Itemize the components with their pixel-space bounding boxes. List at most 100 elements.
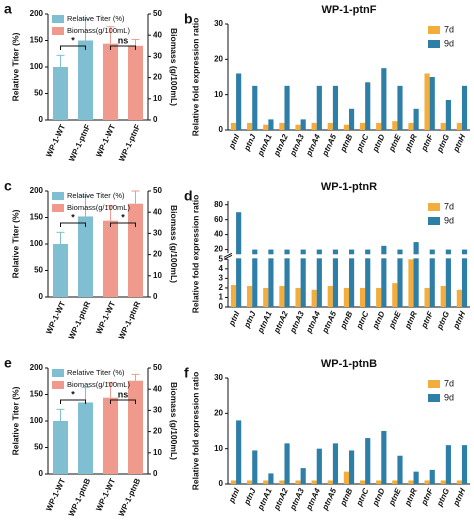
bar <box>424 480 430 484</box>
y2-axis-label: Biomass (g/100mL) <box>169 382 179 460</box>
bar <box>252 249 258 307</box>
bar <box>128 380 143 474</box>
bar <box>53 244 68 297</box>
significance-label: * <box>121 212 125 222</box>
legend-label: Relative Titer (%) <box>67 191 125 200</box>
bar <box>327 480 333 484</box>
bar <box>343 287 349 307</box>
significance-bracket <box>60 222 86 227</box>
legend-swatch <box>52 27 64 35</box>
bar <box>359 122 366 130</box>
bar <box>408 122 414 130</box>
legend-swatch <box>428 40 440 48</box>
significance-bracket <box>60 45 86 50</box>
x-tick-label: ptnH <box>451 133 467 154</box>
bar <box>392 283 398 307</box>
chart-title: WP-1-ptnF <box>322 4 377 16</box>
bar <box>365 438 371 484</box>
bar <box>78 402 93 474</box>
x-tick-label: WP-1-ptnB <box>67 477 93 518</box>
bar <box>252 85 258 130</box>
bar <box>53 421 68 474</box>
bar <box>392 480 398 484</box>
y2-tick-label: 50 <box>153 9 162 18</box>
bar <box>311 289 317 307</box>
y2-tick-label: 30 <box>153 52 162 61</box>
x-tick-label: ptnB <box>338 310 354 331</box>
significance-label: * <box>71 212 75 222</box>
x-tick-label: ptnA3 <box>288 132 306 158</box>
panel-label: a <box>4 1 12 17</box>
x-tick-label: ptnA5 <box>320 309 338 335</box>
y-tick-label: 100 <box>30 416 44 425</box>
bar <box>429 249 435 307</box>
bar <box>78 216 93 297</box>
bar <box>279 480 285 484</box>
x-tick-label: ptnA4 <box>304 309 322 335</box>
y-tick-label: 50 <box>34 443 43 452</box>
bar <box>445 445 451 484</box>
axis-break <box>229 254 471 259</box>
legend-swatch <box>52 204 64 212</box>
x-tick-label: ptnF <box>419 132 435 153</box>
bar <box>343 124 349 130</box>
bar <box>311 122 317 130</box>
y2-tick-label: 50 <box>153 363 162 372</box>
x-tick-label: ptnG <box>435 487 451 509</box>
bar <box>103 43 118 120</box>
bar <box>247 286 253 307</box>
y-axis-label: Relative Titer (%) <box>10 386 20 455</box>
bar <box>103 397 118 474</box>
bar <box>230 285 237 307</box>
x-tick-label: WP-1-ptnB <box>117 477 143 518</box>
x-tick-label: ptnD <box>370 310 386 331</box>
x-tick-label: ptnD <box>370 133 386 154</box>
bar <box>295 480 301 484</box>
x-tick-label: WP-1-WT <box>44 300 67 336</box>
legend-swatch <box>428 203 440 211</box>
legend-label: 9d <box>444 38 454 48</box>
y2-tick-label: 10 <box>153 94 162 103</box>
y-tick-label: 50 <box>34 266 43 275</box>
y-tick-label: 5 <box>219 254 224 263</box>
bar <box>300 119 306 130</box>
y2-tick-label: 30 <box>153 229 162 238</box>
significance-label: ns <box>118 389 129 399</box>
y2-axis-label: Biomass (g/100mL) <box>169 28 179 106</box>
y-tick-label: 2 <box>219 283 224 292</box>
bar <box>456 122 462 130</box>
bar <box>376 480 382 484</box>
x-tick-label: ptnA3 <box>288 309 306 335</box>
x-tick-label: ptnG <box>435 310 451 332</box>
bar <box>53 67 68 120</box>
bar <box>381 245 387 307</box>
bar <box>343 471 349 484</box>
y-tick-label: 200 <box>30 9 44 18</box>
y-tick-label: 4 <box>219 264 224 273</box>
x-tick-label: ptnA2 <box>272 486 290 512</box>
bar <box>381 431 387 484</box>
legend-label: 7d <box>444 201 454 211</box>
x-tick-label: ptnA1 <box>256 486 274 512</box>
bar <box>332 443 339 484</box>
y2-tick-label: 30 <box>153 406 162 415</box>
y-tick-label: 200 <box>30 186 44 195</box>
chart-title: WP-1-ptnR <box>321 181 377 193</box>
legend-label: 9d <box>444 392 454 402</box>
bar <box>300 468 306 484</box>
x-tick-label: WP-1-WT <box>44 477 67 513</box>
significance-label: * <box>71 389 75 399</box>
panel-label: e <box>4 355 12 371</box>
bar <box>236 73 242 130</box>
y-tick-label: 3 <box>219 273 224 282</box>
x-tick-label: ptnA1 <box>256 309 274 335</box>
y-axis-label: Relative Titer (%) <box>10 32 20 101</box>
y2-tick-label: 40 <box>153 30 162 39</box>
y-axis-label: Relative fold expression ratio <box>190 372 200 491</box>
x-tick-label: ptnH <box>451 487 467 508</box>
significance-bracket <box>110 222 136 227</box>
bar <box>128 45 143 120</box>
bar <box>230 480 237 484</box>
x-tick-label: ptnA2 <box>272 309 290 335</box>
bar <box>392 121 398 130</box>
